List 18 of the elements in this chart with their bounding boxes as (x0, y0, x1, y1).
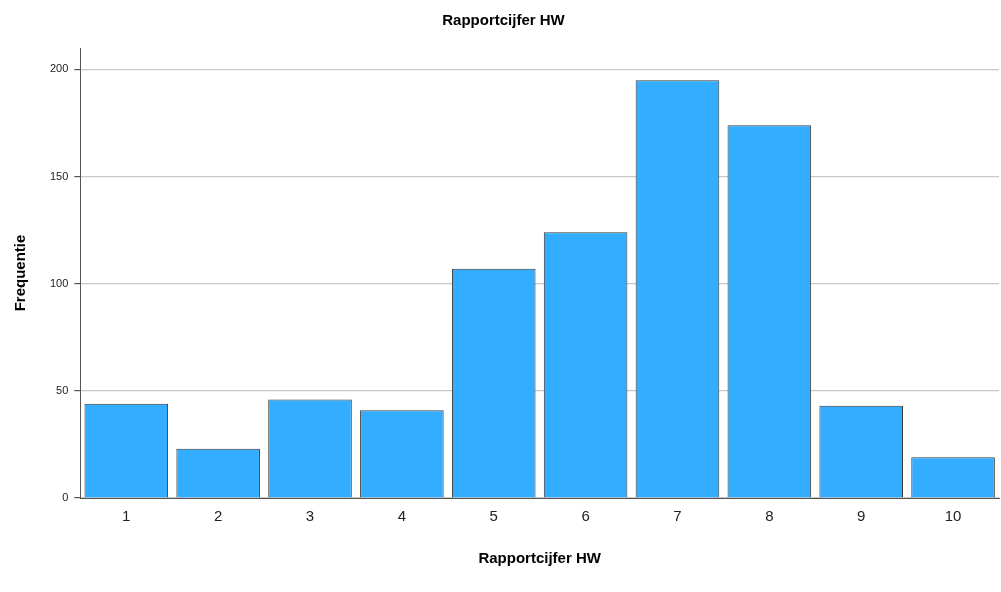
y-tick-label: 100 (49, 276, 69, 289)
x-tick-label: 3 (305, 507, 315, 525)
x-tick-label: 2 (213, 507, 223, 525)
x-tick-label: 8 (765, 507, 774, 525)
x-tick-label: 5 (489, 507, 498, 525)
x-tick-label: 7 (673, 507, 682, 525)
y-axis-title: Frequentie (11, 234, 29, 312)
x-tick-label: 6 (581, 507, 590, 525)
y-tick-label: 150 (49, 169, 69, 182)
x-axis-title: Rapportcijfer HW (478, 549, 602, 567)
x-tick-label: 10 (944, 507, 962, 525)
chart-title: Rapportcijfer HW (442, 11, 566, 29)
y-tick-label: 0 (62, 491, 69, 504)
x-tick-label: 1 (122, 507, 131, 525)
x-tick-label: 4 (397, 507, 407, 525)
y-tick-label: 200 (49, 62, 69, 75)
x-tick-label: 9 (857, 507, 866, 525)
y-tick-label: 50 (56, 383, 69, 396)
